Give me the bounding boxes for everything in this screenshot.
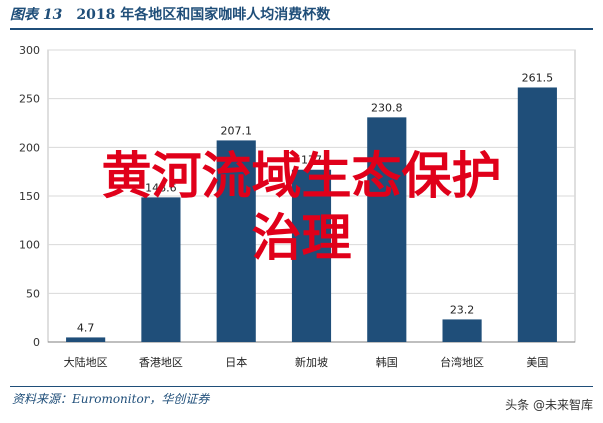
bar (367, 117, 407, 342)
data-label: 4.7 (77, 321, 95, 334)
header-rule (10, 28, 593, 30)
footer-rule (10, 386, 593, 387)
y-tick-label: 150 (19, 190, 40, 203)
y-tick-label: 300 (19, 44, 40, 57)
x-tick-label: 韩国 (376, 355, 398, 369)
chart-title: 2018 年各地区和国家咖啡人均消费杯数 (76, 7, 331, 23)
bar (141, 197, 181, 342)
x-tick-label: 新加坡 (295, 355, 328, 369)
data-label: 261.5 (522, 71, 554, 84)
figure-number: 图表 13 (10, 7, 63, 23)
x-tick-label: 日本 (225, 355, 247, 369)
data-label: 23.2 (450, 303, 475, 316)
y-tick-label: 50 (26, 287, 40, 300)
bar (216, 140, 256, 342)
y-tick-label: 100 (19, 239, 40, 252)
y-tick-label: 0 (33, 336, 40, 349)
y-tick-label: 250 (19, 93, 40, 106)
data-label: 177 (301, 154, 322, 167)
y-tick-label: 200 (19, 141, 40, 154)
data-label: 148.6 (145, 181, 177, 194)
bar (517, 87, 557, 343)
bar (66, 337, 106, 342)
x-tick-label: 香港地区 (139, 356, 183, 369)
source-note: 资料来源：Euromonitor，华创证券 (12, 392, 210, 406)
x-tick-label: 台湾地区 (440, 355, 484, 369)
data-label: 230.8 (371, 101, 403, 114)
bar (442, 319, 482, 342)
figure-caption: 图表 13 2018 年各地区和国家咖啡人均消费杯数 (10, 4, 593, 26)
bar (291, 169, 332, 342)
x-tick-label: 大陆地区 (64, 355, 108, 369)
data-label: 207.1 (220, 124, 252, 137)
x-tick-label: 美国 (526, 356, 548, 369)
brand-watermark: 头条 @未来智库 (505, 398, 593, 412)
